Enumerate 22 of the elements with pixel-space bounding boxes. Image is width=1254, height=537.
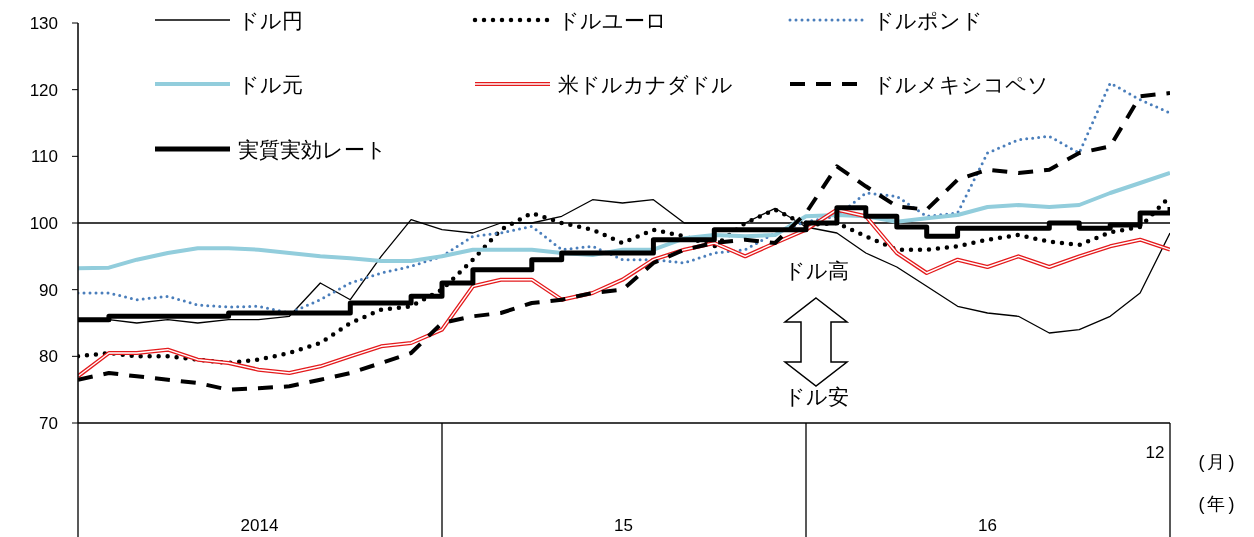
legend-label: ドルポンド [873, 9, 983, 32]
y-tick-label: 90 [39, 280, 58, 300]
legend-label: ドルユーロ [558, 9, 667, 32]
text: (月) [1198, 452, 1238, 472]
y-tick-label: 130 [29, 14, 58, 33]
legend-label: ドル元 [238, 73, 303, 96]
text: 12 [1145, 443, 1165, 462]
legend-label: 米ドルカナダドル [558, 73, 733, 96]
legend-label: ドルメキシコペソ [873, 73, 1049, 96]
text: (年) [1198, 494, 1238, 514]
annotation: ドル安 [783, 385, 849, 408]
x-tick-label: 15 [614, 516, 633, 535]
legend-label: 実質実効レート [238, 138, 387, 161]
y-tick-label: 70 [39, 414, 58, 433]
y-tick-label: 80 [39, 347, 58, 367]
y-tick-label: 110 [30, 147, 58, 167]
x-tick-label: 2014 [240, 516, 279, 535]
y-tick-label: 100 [29, 214, 58, 233]
annotation: ドル高 [783, 259, 849, 282]
y-tick-label: 120 [29, 80, 58, 100]
x-tick-label: 16 [978, 516, 997, 535]
legend-label: ドル円 [238, 9, 303, 32]
